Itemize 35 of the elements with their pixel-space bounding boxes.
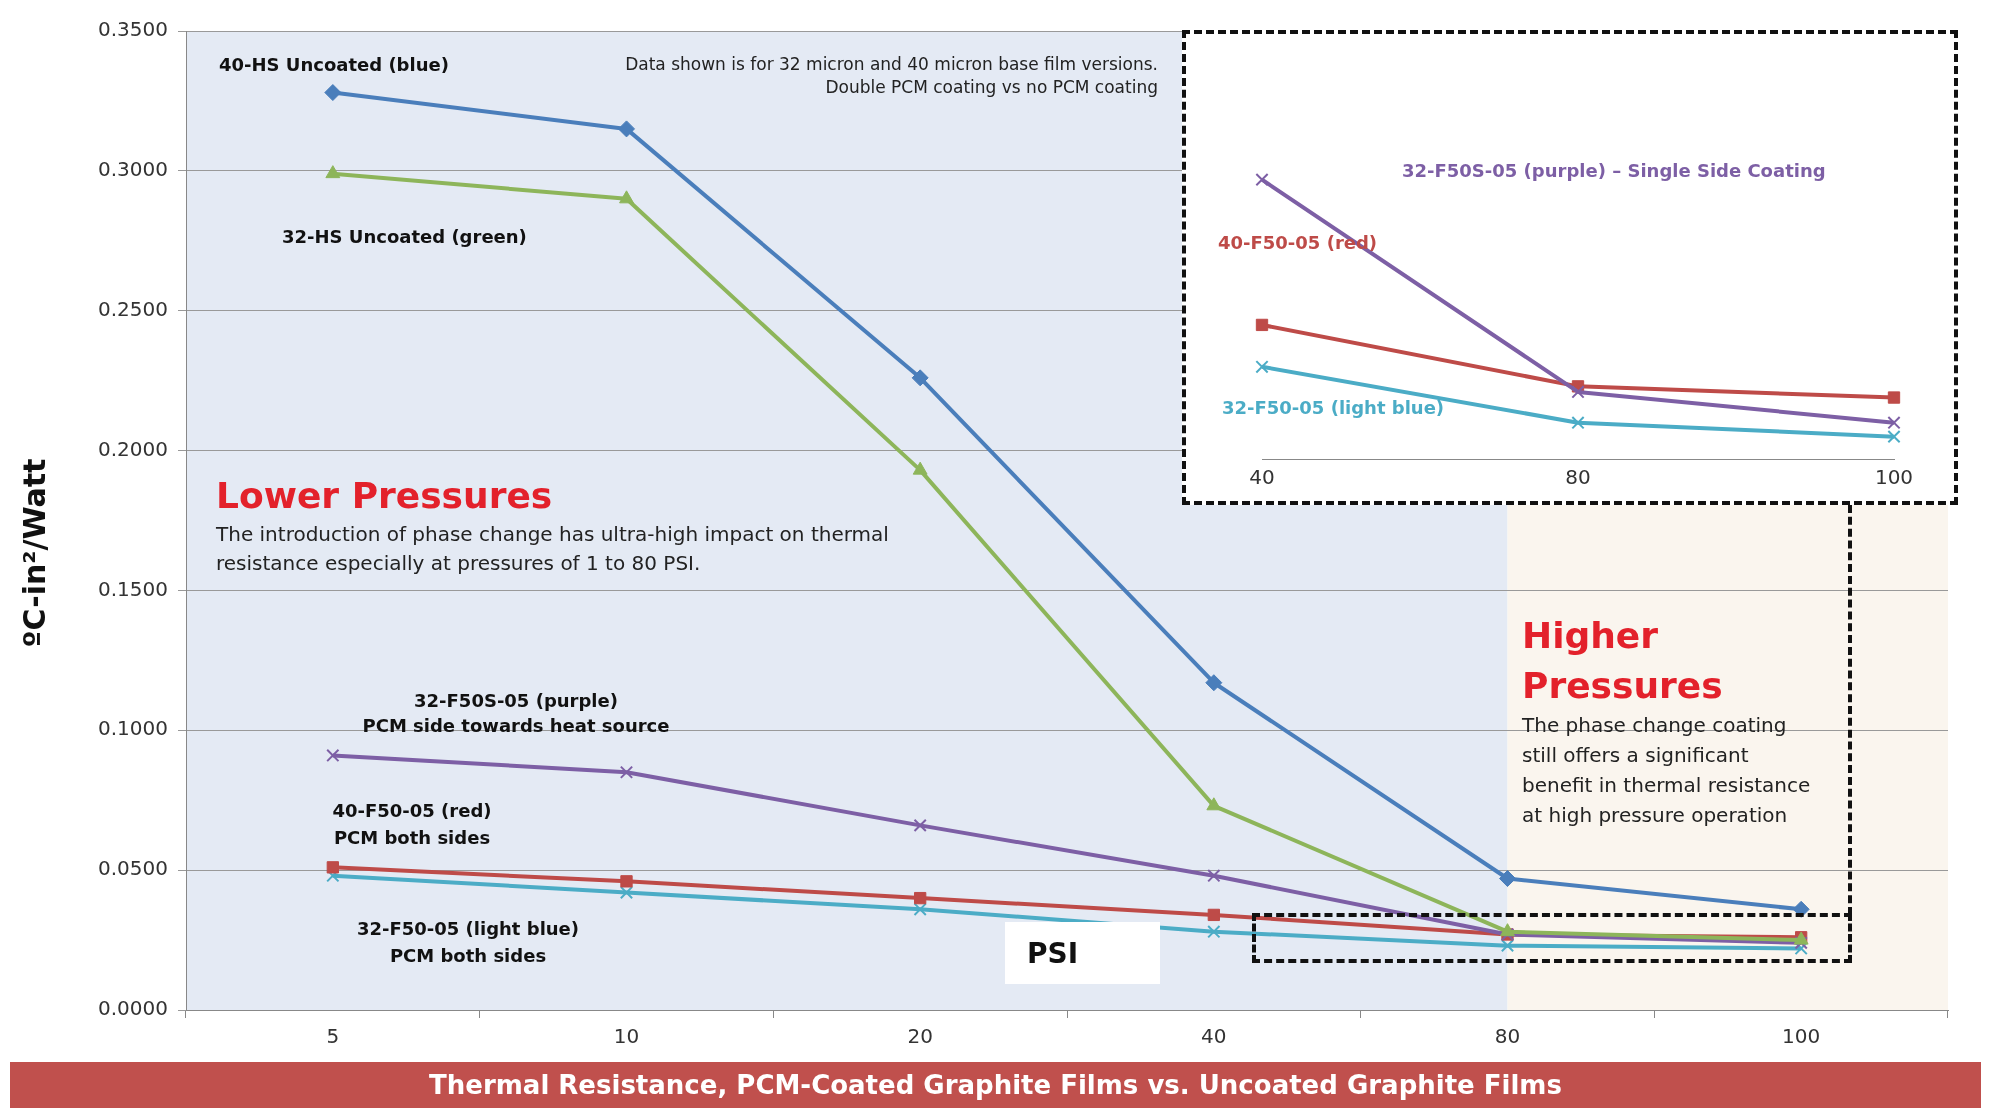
y-tick-label: 0.0000 bbox=[98, 996, 168, 1021]
y-tick-label: 0.3500 bbox=[98, 17, 168, 42]
series-label: 32-F50-05 (light blue) bbox=[356, 918, 580, 939]
y-tick-label: 0.0500 bbox=[98, 856, 168, 881]
y-tick-label: 0.1500 bbox=[98, 576, 168, 601]
x-tick-label: 80 bbox=[1494, 1024, 1521, 1049]
annotation: The phase change coating still offers a significant benefit in thermal resistance at high pressure operation bbox=[1522, 712, 1812, 829]
x-tick-label: 10 bbox=[613, 1024, 640, 1049]
series-label: 32-F50-05 (light blue) bbox=[1222, 397, 1445, 418]
annotation: The introduction of phase change has ultra-high impact on thermal resistance especially at pressures of 1 to 80 PSI. bbox=[216, 521, 890, 577]
y-tick-label: 0.2500 bbox=[98, 296, 168, 321]
x-tick-label: 5 bbox=[326, 1024, 340, 1049]
annotation: PCM both sides bbox=[333, 827, 491, 849]
text: 40-F50-05 (red) bbox=[332, 800, 492, 821]
x-tick-label: 40 bbox=[1249, 465, 1275, 490]
text: 32-F50S-05 (purple) – Single Side Coating bbox=[1402, 160, 1826, 181]
text: Thermal Resistance, PCM-Coated Graphite Films vs. Uncoated Graphite Films bbox=[10, 1062, 1981, 1108]
series-label: 40-HS Uncoated (blue) bbox=[219, 54, 449, 75]
x-tick-label: 20 bbox=[907, 1024, 933, 1049]
text: 32-F50S-05 (purple) bbox=[414, 690, 618, 711]
x-tick-label: 40 bbox=[1201, 1024, 1227, 1049]
annotation: Double PCM coating vs no PCM coating bbox=[825, 76, 1158, 98]
annotation: PCM both sides bbox=[389, 945, 547, 967]
annotation: Higher Pressures bbox=[1522, 614, 1724, 708]
y-axis-title: ºC-in²/Watt bbox=[16, 458, 52, 648]
x-tick-label: 100 bbox=[1874, 465, 1914, 490]
x-tick-label: 100 bbox=[1782, 1024, 1821, 1049]
annotation: PCM side towards heat source bbox=[362, 715, 670, 737]
annotation: Lower Pressures bbox=[216, 474, 554, 518]
y-tick-label: 0.2000 bbox=[98, 436, 168, 461]
y-tick-label: 0.1000 bbox=[98, 716, 168, 741]
series-label: 32-HS Uncoated (green) bbox=[282, 226, 527, 247]
y-tick-label: 0.3000 bbox=[98, 157, 168, 182]
x-tick-label: 80 bbox=[1565, 465, 1591, 490]
annotation: Data shown is for 32 micron and 40 micron base film versions. bbox=[625, 53, 1158, 75]
